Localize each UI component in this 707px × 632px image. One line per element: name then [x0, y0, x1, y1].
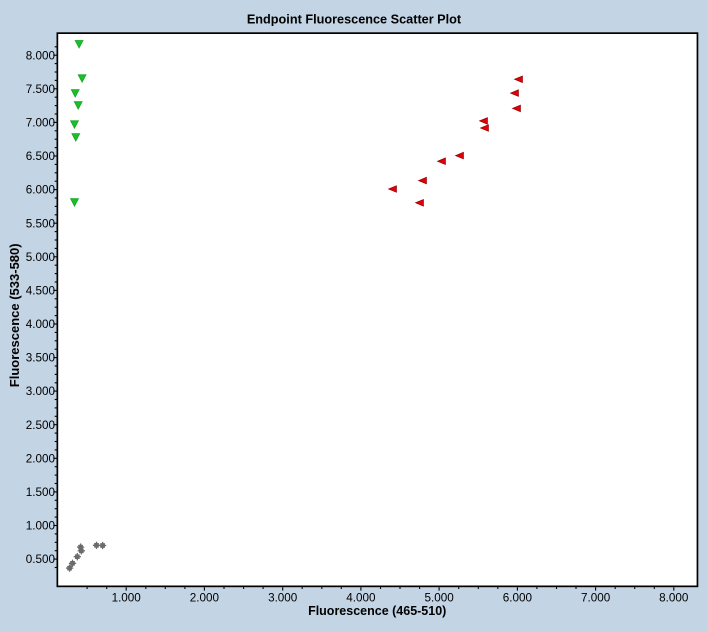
- svg-text:5.500: 5.500: [26, 217, 56, 230]
- svg-text:Fluorescence (465-510): Fluorescence (465-510): [308, 604, 446, 618]
- svg-text:7.000: 7.000: [26, 117, 56, 130]
- svg-text:6.000: 6.000: [503, 592, 533, 605]
- svg-text:4.000: 4.000: [346, 592, 376, 605]
- svg-text:8.000: 8.000: [659, 592, 689, 605]
- svg-text:4.000: 4.000: [26, 318, 56, 331]
- svg-text:2.000: 2.000: [190, 592, 220, 605]
- svg-text:4.500: 4.500: [26, 285, 56, 298]
- svg-text:7.500: 7.500: [26, 83, 56, 96]
- svg-text:3.000: 3.000: [26, 385, 56, 398]
- svg-text:3.500: 3.500: [26, 352, 56, 365]
- svg-text:1.500: 1.500: [26, 486, 56, 499]
- svg-text:6.500: 6.500: [26, 150, 56, 163]
- svg-text:1.000: 1.000: [26, 520, 56, 533]
- svg-text:Fluorescence (533-580): Fluorescence (533-580): [7, 243, 22, 387]
- svg-text:5.000: 5.000: [424, 592, 454, 605]
- svg-text:0.500: 0.500: [26, 553, 56, 566]
- svg-text:7.000: 7.000: [581, 592, 611, 605]
- svg-text:Endpoint Fluorescence Scatter: Endpoint Fluorescence Scatter Plot: [247, 12, 462, 26]
- svg-text:8.000: 8.000: [26, 49, 56, 62]
- svg-text:2.000: 2.000: [26, 452, 56, 465]
- svg-text:6.000: 6.000: [26, 184, 56, 197]
- svg-text:3.000: 3.000: [268, 592, 298, 605]
- svg-text:5.000: 5.000: [26, 251, 56, 264]
- svg-text:2.500: 2.500: [26, 419, 56, 432]
- svg-text:1.000: 1.000: [112, 592, 142, 605]
